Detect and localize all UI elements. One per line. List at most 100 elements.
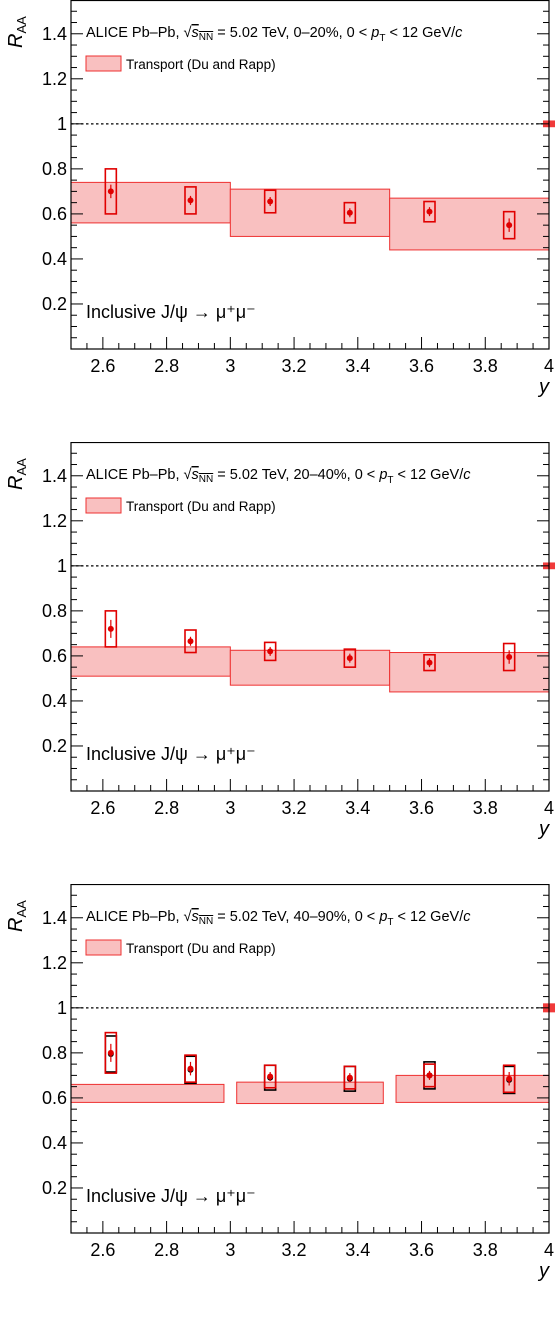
data-point [267,198,274,205]
y-tick-label: 0.2 [42,294,67,314]
model-band [229,649,391,686]
y-tick-label: 0.4 [42,691,67,711]
data-point [426,659,433,666]
header-nn: NN [199,32,213,43]
header-p: p [370,25,379,41]
data-point [506,654,513,661]
x-tick-label: 2.8 [154,798,179,818]
data-point [187,638,194,645]
y-tick-label: 1 [57,998,67,1018]
y-tick-label: 1.4 [42,466,67,486]
syst-box [343,201,357,224]
header-prefix: ALICE Pb–Pb, [86,467,184,483]
legend-swatch [85,55,122,72]
x-tick-label: 4 [544,1240,554,1260]
y-tick-label: 1.2 [42,953,67,973]
syst-box [502,1064,516,1094]
x-tick-label: 3.6 [409,1240,434,1260]
data-point [267,648,274,655]
data-point [346,209,353,216]
header-sqrt_sym: √ [184,25,192,41]
x-tick-label: 3.4 [345,798,370,818]
plot-frame [70,0,550,350]
syst-box [502,642,516,672]
x-axis-label: y [537,1260,550,1282]
model-band [389,197,550,251]
model-band [236,1081,384,1105]
header-energy: = 5.02 TeV, [213,25,293,41]
model-band [395,1074,550,1103]
syst-box [184,1054,197,1083]
plot-frame [70,884,550,1234]
legend-label: Transport (Du and Rapp) [126,941,276,956]
data-point [107,188,114,195]
data-point [506,1075,513,1082]
y-tick-label: 1 [57,114,67,134]
x-tick-label: 3.2 [282,1240,307,1260]
x-tick-label: 2.6 [90,1240,115,1260]
raa-chart-0-20: 2.6 2.8 3 3.2 3.4 3.6 3.8 4 0.2 0.4 0.6 0.8 1 1.2 1.4 y… [5,0,555,398]
y-axis-label: RAA [5,900,29,932]
y-tick-label: 0.2 [42,1178,67,1198]
model-band [229,188,391,237]
header-prefix: ALICE Pb–Pb, [86,25,184,41]
data-point [346,1074,353,1081]
header-s: s [192,25,199,41]
data-point [346,655,353,662]
data-point [426,208,433,215]
syst-box [423,200,436,223]
header-pt_b: < 12 GeV/ [385,25,456,41]
data-point [506,222,513,229]
header-s: s [192,467,199,483]
syst-box [263,189,277,214]
header-prefix: ALICE Pb–Pb, [86,909,184,925]
annotation: Inclusive J/ψ → μ⁺μ⁻ [86,1186,256,1206]
header-nn: NN [199,474,213,485]
x-tick-label: 3.2 [282,798,307,818]
y-tick-label: 0.8 [42,159,67,179]
y-tick-label: 0.8 [42,1043,67,1063]
header-centrality: 0–20% [293,25,338,41]
syst-box [104,1031,118,1074]
legend-swatch [85,497,122,514]
x-tick-label: 4 [544,356,554,376]
header-p: p [378,909,387,925]
y-tick-label: 1.4 [42,908,67,928]
data-point [187,197,194,204]
header-T: T [387,475,393,486]
plot-frame [70,442,550,792]
x-tick-label: 3.2 [282,356,307,376]
header-c: c [463,467,471,483]
y-tick-label: 1.2 [42,511,67,531]
y-tick-label: 0.2 [42,736,67,756]
header-pt_a: , 0 < [347,467,380,483]
header-T: T [379,33,385,44]
syst-box [343,1065,357,1090]
syst-box [502,210,516,240]
model-band [389,652,550,693]
header-nn: NN [199,916,213,927]
legend-label: Transport (Du and Rapp) [126,499,276,514]
y-axis-label-sub: AA [14,16,29,34]
syst-box [423,653,436,672]
header-energy: = 5.02 TeV, [213,467,293,483]
x-tick-label: 2.6 [90,798,115,818]
x-tick-label: 3.6 [409,356,434,376]
y-axis-label: RAA [5,458,29,490]
chart-panel-20-40: 2.6 2.8 3 3.2 3.4 3.6 3.8 4 0.2 0.4 0.6 0.8 1 1.2 1.4 y… [0,442,560,884]
y-tick-label: 0.6 [42,1088,67,1108]
header-centrality: 40–90% [293,909,346,925]
data-point [107,625,114,632]
syst-box [104,168,118,215]
annotation: Inclusive J/ψ → μ⁺μ⁻ [86,302,256,322]
syst-box [184,629,197,654]
header-c: c [463,909,471,925]
y-tick-label: 1.4 [42,24,67,44]
y-axis-label-sub: AA [14,458,29,476]
chart-header: ALICE Pb–Pb, √sNN = 5.02 TeV, 20–40%, 0 … [86,467,471,486]
syst-box [263,641,277,662]
x-tick-label: 2.8 [154,1240,179,1260]
x-tick-label: 3.6 [409,798,434,818]
chart-panel-40-90: 2.6 2.8 3 3.2 3.4 3.6 3.8 4 0.2 0.4 0.6 0.8 1 1.2 1.4 y… [0,884,560,1326]
annotation: Inclusive J/ψ → μ⁺μ⁻ [86,744,256,764]
